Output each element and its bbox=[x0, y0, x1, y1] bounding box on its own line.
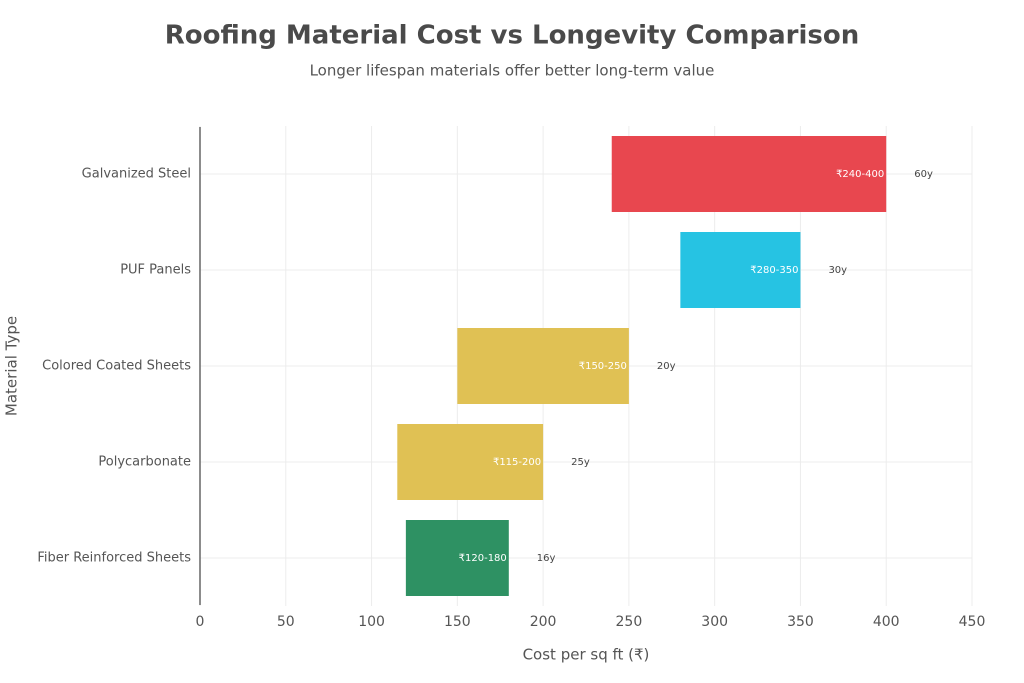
y-tick-label: Colored Coated Sheets bbox=[42, 359, 191, 374]
bar bbox=[397, 424, 544, 500]
bar bbox=[680, 232, 801, 308]
value-label: ₹280-350 bbox=[750, 265, 798, 276]
lifespan-label: 60y bbox=[914, 169, 933, 180]
x-tick-label: 350 bbox=[787, 614, 814, 630]
bar bbox=[457, 328, 629, 404]
x-tick-label: 250 bbox=[616, 614, 643, 630]
value-label: ₹150-250 bbox=[579, 361, 627, 372]
x-tick-label: 400 bbox=[873, 614, 900, 630]
y-tick-label: PUF Panels bbox=[120, 263, 191, 278]
x-tick-label: 450 bbox=[959, 614, 986, 630]
bar bbox=[611, 136, 887, 212]
chart-title: Roofing Material Cost vs Longevity Compa… bbox=[165, 21, 860, 51]
lifespan-label: 25y bbox=[571, 457, 590, 468]
chart-subtitle: Longer lifespan materials offer better l… bbox=[310, 62, 715, 80]
y-tick-label: Fiber Reinforced Sheets bbox=[37, 551, 191, 566]
y-tick-label: Polycarbonate bbox=[98, 455, 191, 470]
value-label: ₹120-180 bbox=[459, 553, 507, 564]
x-tick-label: 300 bbox=[701, 614, 728, 630]
x-tick-label: 50 bbox=[277, 614, 295, 630]
x-tick-label: 150 bbox=[444, 614, 471, 630]
lifespan-label: 16y bbox=[537, 553, 556, 564]
value-label: ₹115-200 bbox=[493, 457, 541, 468]
x-tick-label: 100 bbox=[358, 614, 385, 630]
y-axis-title: Material Type bbox=[3, 316, 21, 416]
value-label: ₹240-400 bbox=[836, 169, 884, 180]
y-tick-label: Galvanized Steel bbox=[82, 167, 191, 182]
lifespan-label: 20y bbox=[657, 361, 676, 372]
x-tick-label: 200 bbox=[530, 614, 557, 630]
bar bbox=[405, 520, 509, 596]
x-tick-label: 0 bbox=[196, 614, 205, 630]
lifespan-label: 30y bbox=[828, 265, 847, 276]
x-axis-title: Cost per sq ft (₹) bbox=[523, 646, 650, 664]
